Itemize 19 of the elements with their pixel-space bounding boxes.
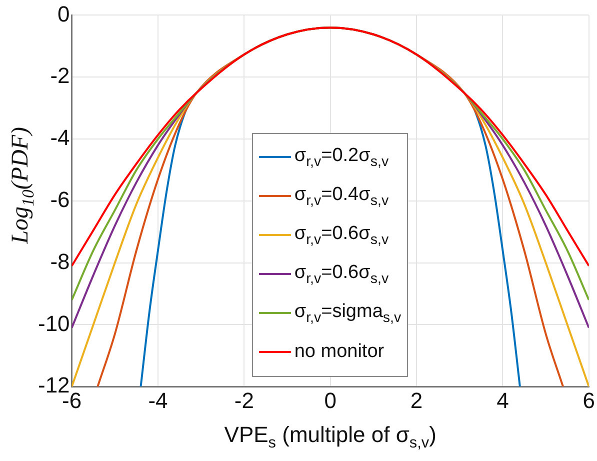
legend-label: σ$_{r,v}$=0.6σ$_{s,v}$ <box>294 222 389 248</box>
x-tick-label: -4 <box>148 388 168 413</box>
y-tick-label: -2 <box>50 63 70 88</box>
legend-label: σ$_{r,v}$=sigma$_{s,v}$ <box>294 300 402 326</box>
legend-label: no monitor <box>294 341 384 364</box>
y-tick-label: -6 <box>50 186 70 212</box>
legend-label: σ$_{r,v}$=0.2σ$_{s,v}$ <box>294 144 389 170</box>
legend-label: σ$_{r,v}$=0.6σ$_{s,v}$ <box>294 262 389 286</box>
legend-label: σ$_{r,v}$=0.4σ$_{s,v}$ <box>294 184 389 208</box>
x-axis-title: VPE$_{s}$ (multiple of σ$_{s,v}$) <box>223 422 438 452</box>
x-tick-label: 6 <box>582 388 596 413</box>
x-tick-label: 2 <box>410 388 423 413</box>
x-tick-label: 0 <box>324 388 336 413</box>
x-tick-label: 4 <box>496 388 509 413</box>
y-tick-label: -4 <box>50 125 70 150</box>
y-tick-label: 0 <box>58 1 70 26</box>
y-tick-label: -8 <box>50 248 70 274</box>
y-tick-label: -10 <box>38 310 70 336</box>
x-tick-label: -2 <box>234 388 254 413</box>
